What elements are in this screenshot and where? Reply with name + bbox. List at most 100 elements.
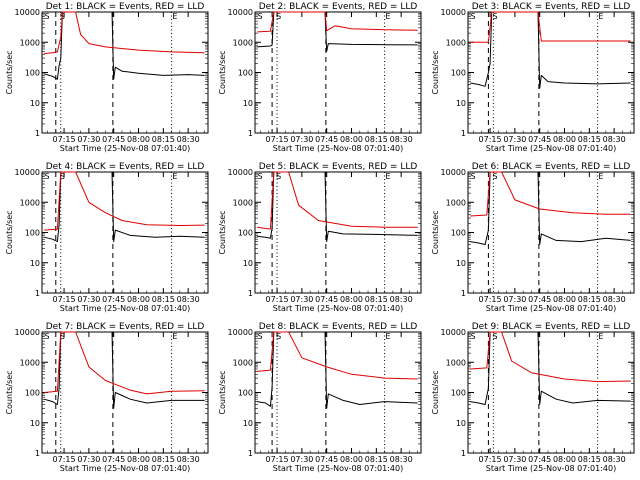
series-line-red (44, 11, 205, 55)
x-tick-label: 07:15 (53, 455, 76, 464)
y-tick-label: 100 (238, 69, 253, 78)
chart-title: Det 6: BLACK = Events, RED = LLD (472, 162, 631, 172)
detector-chart-9: Det 9: BLACK = Events, RED = LLD 1 10 100 10… (431, 322, 635, 473)
x-axis-label: Start Time (25-Nov-08 07:01:40) (486, 144, 616, 153)
x-tick-label: 08:00 (553, 295, 576, 304)
series-line-black (257, 11, 418, 52)
marker-e-label: E (598, 172, 603, 181)
y-tick-label: 10 (456, 99, 466, 108)
y-tick-label: 10 (243, 419, 253, 428)
x-tick-label: 08:30 (603, 455, 626, 464)
x-axis-label: Start Time (25-Nov-08 07:01:40) (273, 304, 403, 313)
y-tick-label: 1 (461, 449, 466, 458)
x-tick-label: 07:45 (102, 135, 125, 144)
plot-frame (41, 331, 209, 454)
y-tick-label: 1000 (20, 198, 40, 207)
detector-panel-2: Det 2: BLACK = Events, RED = LLD 1 10 100 10… (213, 0, 426, 160)
y-tick-label: 10 (30, 419, 40, 428)
x-tick-label: 08:30 (177, 455, 200, 464)
marker-s-label: S (492, 172, 497, 181)
marker-s-left-label: S (470, 172, 475, 181)
detector-panel-5: Det 5: BLACK = Events, RED = LLD 1 10 100 10… (213, 160, 426, 320)
detector-chart-7: Det 7: BLACK = Events, RED = LLD 1 10 100 10… (5, 322, 209, 473)
y-tick-label: 1 (461, 289, 466, 298)
y-tick-label: 1000 (446, 38, 466, 47)
detector-chart-5: Det 5: BLACK = Events, RED = LLD 1 10 100 10… (218, 162, 422, 313)
y-tick-label: 10000 (15, 168, 40, 177)
chart-title: Det 9: BLACK = Events, RED = LLD (472, 322, 631, 332)
plot-frame (41, 11, 209, 134)
y-axis-label: Counts/sec (5, 210, 14, 254)
x-tick-label: 07:15 (479, 455, 502, 464)
x-tick-label: 07:45 (102, 455, 125, 464)
y-axis-label: Counts/sec (431, 50, 440, 94)
series-line-red (470, 331, 631, 383)
x-tick-label: 08:00 (340, 455, 363, 464)
y-tick-label: 10 (243, 99, 253, 108)
x-axis-label: Start Time (25-Nov-08 07:01:40) (486, 464, 616, 473)
x-tick-label: 08:15 (152, 135, 175, 144)
marker-s-left-label: S (44, 332, 49, 341)
y-tick-label: 100 (238, 389, 253, 398)
x-tick-label: 08:30 (390, 135, 413, 144)
series-line-black (470, 171, 631, 245)
x-tick-label: 07:30 (290, 295, 313, 304)
series-line-red (257, 331, 418, 380)
y-axis-label: Counts/sec (431, 210, 440, 254)
marker-s-label: S (60, 172, 65, 181)
y-axis-label: Counts/sec (218, 50, 227, 94)
y-tick-label: 10 (456, 259, 466, 268)
x-tick-label: 08:30 (177, 295, 200, 304)
marker-s-label: S (276, 332, 281, 341)
detector-panel-1: Det 1: BLACK = Events, RED = LLD 1 10 100 10… (0, 0, 213, 160)
x-tick-label: 07:15 (53, 135, 76, 144)
x-tick-label: 08:00 (127, 295, 150, 304)
y-tick-label: 1000 (446, 358, 466, 367)
y-tick-label: 100 (25, 69, 40, 78)
chart-title: Det 2: BLACK = Events, RED = LLD (259, 2, 418, 12)
detector-chart-8: Det 8: BLACK = Events, RED = LLD 1 10 100 10… (218, 322, 422, 473)
y-tick-label: 10 (30, 99, 40, 108)
x-axis-label: Start Time (25-Nov-08 07:01:40) (60, 304, 190, 313)
x-tick-label: 07:30 (77, 135, 100, 144)
y-tick-label: 100 (25, 229, 40, 238)
series-line-black (470, 11, 631, 89)
marker-s-left-label: S (257, 332, 262, 341)
x-tick-label: 07:45 (315, 295, 338, 304)
marker-s-label: S (276, 12, 281, 21)
y-tick-label: 100 (238, 229, 253, 238)
marker-e-label: E (172, 172, 177, 181)
x-tick-label: 08:30 (390, 295, 413, 304)
detector-chart-4: Det 4: BLACK = Events, RED = LLD 1 10 100 10… (5, 162, 209, 313)
x-tick-label: 08:00 (553, 135, 576, 144)
detector-panel-6: Det 6: BLACK = Events, RED = LLD 1 10 100 10… (426, 160, 639, 320)
y-axis-label: Counts/sec (5, 50, 14, 94)
marker-e-label: E (385, 332, 390, 341)
marker-s-label: S (492, 332, 497, 341)
marker-e-label: E (172, 12, 177, 21)
series-line-black (44, 171, 205, 243)
x-tick-label: 07:45 (315, 455, 338, 464)
plot-frame (254, 331, 422, 454)
marker-s-left-label: S (257, 12, 262, 21)
x-axis-label: Start Time (25-Nov-08 07:01:40) (486, 304, 616, 313)
series-line-red (470, 171, 631, 217)
x-tick-label: 08:00 (553, 455, 576, 464)
y-tick-label: 10 (243, 259, 253, 268)
x-tick-label: 07:30 (77, 295, 100, 304)
x-tick-label: 07:30 (503, 295, 526, 304)
y-tick-label: 10000 (228, 8, 253, 17)
y-tick-label: 1000 (446, 198, 466, 207)
x-axis-label: Start Time (25-Nov-08 07:01:40) (60, 144, 190, 153)
y-tick-label: 10000 (15, 328, 40, 337)
x-tick-label: 08:30 (603, 295, 626, 304)
x-tick-label: 08:30 (603, 135, 626, 144)
chart-title: Det 5: BLACK = Events, RED = LLD (259, 162, 418, 172)
marker-s-label: S (492, 12, 497, 21)
x-tick-label: 07:45 (528, 295, 551, 304)
marker-s-left-label: S (44, 12, 49, 21)
marker-s-left-label: S (257, 172, 262, 181)
y-tick-label: 1 (35, 289, 40, 298)
x-tick-label: 08:15 (152, 295, 175, 304)
x-axis-label: Start Time (25-Nov-08 07:01:40) (273, 144, 403, 153)
